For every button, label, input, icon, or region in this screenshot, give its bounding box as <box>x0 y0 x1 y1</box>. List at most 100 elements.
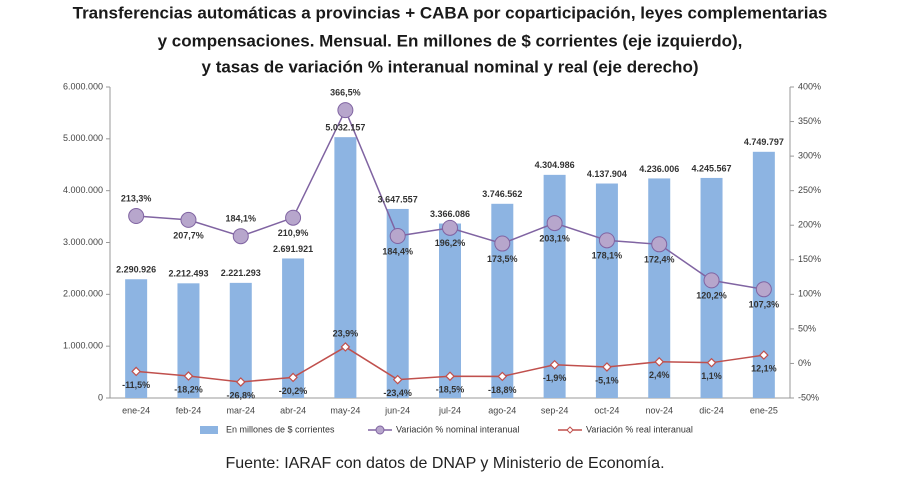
bar <box>386 208 409 398</box>
data-label: 120,2% <box>696 291 727 301</box>
x-tick-label: ago-24 <box>488 405 516 415</box>
data-label: 2.691.921 <box>273 244 313 254</box>
bar <box>648 178 671 398</box>
data-label: -20,2% <box>279 386 308 396</box>
chart-title: Transferencias automáticas a provincias … <box>73 3 828 22</box>
bar <box>752 151 775 398</box>
data-label: 4.304.986 <box>535 160 575 170</box>
y2-tick-label: 300% <box>798 150 821 160</box>
legend-label: Variación % real interanual <box>586 424 693 434</box>
marker <box>131 366 142 377</box>
data-label: 366,5% <box>330 88 361 98</box>
data-label: 5.032.157 <box>325 123 365 133</box>
data-label: 23,9% <box>333 328 359 338</box>
x-tick-label: mar-24 <box>227 405 256 415</box>
marker <box>389 228 406 245</box>
bar <box>439 223 461 398</box>
marker <box>549 359 560 370</box>
data-label: -26,8% <box>227 390 256 400</box>
bar <box>125 279 148 398</box>
y-tick-label: 3.000.000 <box>63 237 103 247</box>
marker <box>183 371 194 381</box>
marker <box>602 362 612 372</box>
x-tick-label: sep-24 <box>541 405 569 415</box>
marker <box>392 374 403 385</box>
bar <box>543 174 566 398</box>
marker <box>288 372 298 383</box>
x-tick-label: ene-25 <box>750 405 778 415</box>
y2-tick-label: 400% <box>798 81 821 91</box>
y-tick-label: 1.000.000 <box>63 341 103 351</box>
data-label: 173,5% <box>487 254 518 264</box>
x-tick-label: nov-24 <box>645 405 673 415</box>
marker <box>494 235 511 252</box>
data-label: 3.746.562 <box>482 189 522 199</box>
data-label: 1,1% <box>701 371 722 381</box>
y2-tick-label: 50% <box>798 323 816 333</box>
data-label: 3.647.557 <box>378 194 418 204</box>
marker <box>546 215 563 232</box>
data-label: 184,4% <box>382 246 413 256</box>
data-label: -18,5% <box>436 385 465 395</box>
y-tick-label: 4.000.000 <box>63 185 103 195</box>
legend-swatch <box>566 426 574 434</box>
data-label: 203,1% <box>539 233 570 243</box>
data-label: -11,5% <box>122 380 150 390</box>
data-label: 2,4% <box>649 370 670 380</box>
bar <box>229 282 252 398</box>
bar <box>334 137 357 398</box>
data-label: 107,3% <box>749 300 780 310</box>
x-tick-label: jul-24 <box>438 405 461 415</box>
data-label: 184,1% <box>226 214 257 224</box>
chart-title: y compensaciones. Mensual. En millones d… <box>158 31 743 50</box>
data-label: 2.290.926 <box>116 265 156 275</box>
x-tick-label: abr-24 <box>280 405 306 415</box>
marker <box>706 357 717 368</box>
x-tick-label: may-24 <box>330 405 360 415</box>
y2-tick-label: 250% <box>798 185 821 195</box>
marker <box>598 232 615 249</box>
marker <box>128 208 145 225</box>
legend-label: Variación % nominal interanual <box>396 424 519 434</box>
bar <box>282 258 305 398</box>
y2-tick-label: 200% <box>798 220 821 230</box>
data-label: 2.212.493 <box>168 269 208 279</box>
marker <box>232 228 249 245</box>
data-label: 196,2% <box>435 238 466 248</box>
marker <box>442 219 458 236</box>
legend-swatch <box>375 425 385 435</box>
bar <box>491 203 514 398</box>
data-label: -18,2% <box>174 384 203 394</box>
data-label: -18,8% <box>488 385 517 395</box>
y-tick-label: 5.000.000 <box>63 133 103 143</box>
x-tick-label: dic-24 <box>699 405 724 415</box>
data-label: 4.137.904 <box>587 169 627 179</box>
data-label: 12,1% <box>751 363 777 373</box>
x-tick-label: jun-24 <box>384 405 410 415</box>
legend-swatch <box>200 426 218 434</box>
source: Fuente: IARAF con datos de DNAP y Minist… <box>225 455 664 472</box>
data-label: 2.221.293 <box>221 268 261 278</box>
data-label: -5,1% <box>595 375 619 385</box>
data-label: 4.236.006 <box>639 164 679 174</box>
marker <box>340 342 351 352</box>
y2-tick-label: 100% <box>798 289 821 299</box>
marker <box>180 211 197 228</box>
data-label: 210,9% <box>278 228 309 238</box>
marker <box>235 377 246 387</box>
marker <box>654 356 665 367</box>
legend-label: En millones de $ corrientes <box>226 424 335 434</box>
chart-title: y tasas de variación % interanual nomina… <box>202 57 699 76</box>
y2-tick-label: 150% <box>798 254 821 264</box>
marker <box>651 236 668 253</box>
data-label: 172,4% <box>644 255 675 265</box>
y-tick-label: 0 <box>98 392 103 402</box>
marker <box>445 371 455 382</box>
y2-tick-label: -50% <box>798 392 819 402</box>
marker <box>755 281 772 298</box>
marker <box>758 350 769 360</box>
data-label: -23,4% <box>383 388 412 398</box>
x-tick-label: feb-24 <box>176 405 202 415</box>
y2-tick-label: 0% <box>798 358 811 368</box>
bar <box>177 283 200 398</box>
